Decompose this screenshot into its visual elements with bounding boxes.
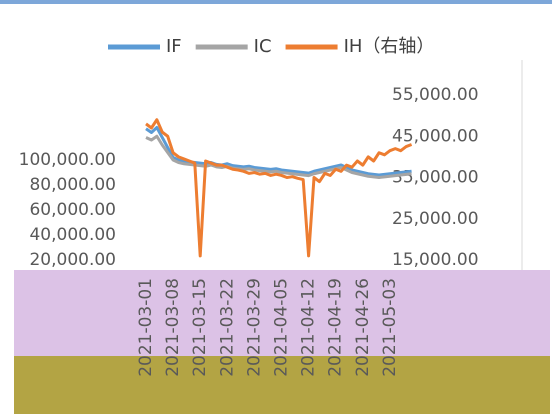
x-tick-label: 2021-03-22: [217, 278, 237, 377]
legend-label: IH（右轴）: [344, 36, 435, 57]
legend-label: IF: [166, 36, 182, 57]
y2-tick-label: 25,000.00: [392, 209, 479, 229]
x-tick-label: 2021-04-19: [326, 278, 346, 377]
y2-tick-label: 35,000.00: [392, 168, 479, 188]
x-tick-label: 2021-04-26: [353, 278, 373, 377]
top-border: [0, 0, 552, 4]
x-tick-label: 2021-04-05: [272, 278, 292, 377]
legend-label: IC: [254, 36, 272, 57]
glitch-band: [14, 356, 550, 414]
x-tick-label: 2021-05-03: [380, 278, 400, 377]
x-tick-label: 2021-03-29: [244, 278, 264, 377]
y-tick-label: 40,000.00: [29, 225, 116, 245]
y-tick-label: 20,000.00: [29, 250, 116, 270]
x-tick-label: 2021-03-15: [190, 278, 210, 377]
y2-tick-label: 45,000.00: [392, 126, 479, 146]
y-tick-label: 80,000.00: [29, 175, 116, 195]
x-tick-label: 2021-04-12: [299, 278, 319, 377]
x-tick-label: 2021-03-01: [136, 278, 156, 377]
x-tick-label: 2021-03-08: [163, 278, 183, 377]
y-tick-label: 100,000.00: [19, 150, 116, 170]
series-line: [145, 134, 412, 179]
y-tick-label: 60,000.00: [29, 200, 116, 220]
series-line: [145, 118, 413, 258]
y2-tick-label: 15,000.00: [392, 250, 479, 270]
y2-tick-label: 55,000.00: [392, 85, 479, 105]
glitch-band: [14, 270, 550, 356]
